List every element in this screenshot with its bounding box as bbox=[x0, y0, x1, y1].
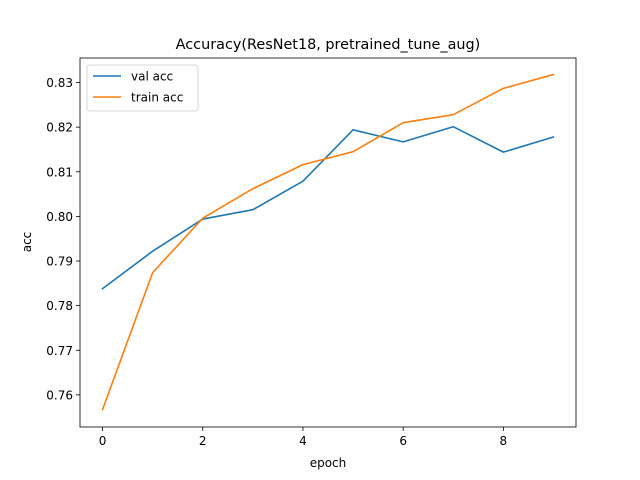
x-tick-label: 6 bbox=[399, 434, 407, 448]
legend: val acc train acc bbox=[86, 64, 199, 112]
series-lines bbox=[101, 73, 555, 411]
y-tick-label: 0.82 bbox=[46, 121, 73, 135]
y-tick-label: 0.81 bbox=[46, 165, 73, 179]
y-axis-label: acc bbox=[20, 232, 34, 253]
x-axis-label: epoch bbox=[310, 456, 347, 470]
y-tick-label: 0.79 bbox=[46, 255, 73, 269]
y-tick-label: 0.80 bbox=[46, 210, 73, 224]
plot-area bbox=[79, 57, 577, 428]
y-tick-label: 0.76 bbox=[46, 388, 73, 402]
legend-label: val acc bbox=[131, 70, 173, 84]
x-tick-label: 4 bbox=[299, 434, 307, 448]
x-tick-label: 8 bbox=[500, 434, 508, 448]
legend-label: train acc bbox=[131, 91, 183, 105]
y-axis-ticks: 0.76 0.77 0.78 0.79 0.80 0.81 0.82 0.83 bbox=[46, 76, 80, 402]
y-tick-label: 0.83 bbox=[46, 76, 73, 90]
chart-title: Accuracy(ResNet18, pretrained_tune_aug) bbox=[176, 37, 481, 53]
y-tick-label: 0.77 bbox=[46, 344, 73, 358]
series-line-train-acc bbox=[101, 73, 555, 411]
y-tick-label: 0.78 bbox=[46, 299, 73, 313]
x-tick-label: 0 bbox=[99, 434, 107, 448]
series-line-val-acc bbox=[101, 125, 555, 290]
x-tick-label: 2 bbox=[199, 434, 207, 448]
axes-frame bbox=[79, 57, 577, 428]
x-axis-ticks: 0 2 4 6 8 bbox=[99, 427, 507, 448]
